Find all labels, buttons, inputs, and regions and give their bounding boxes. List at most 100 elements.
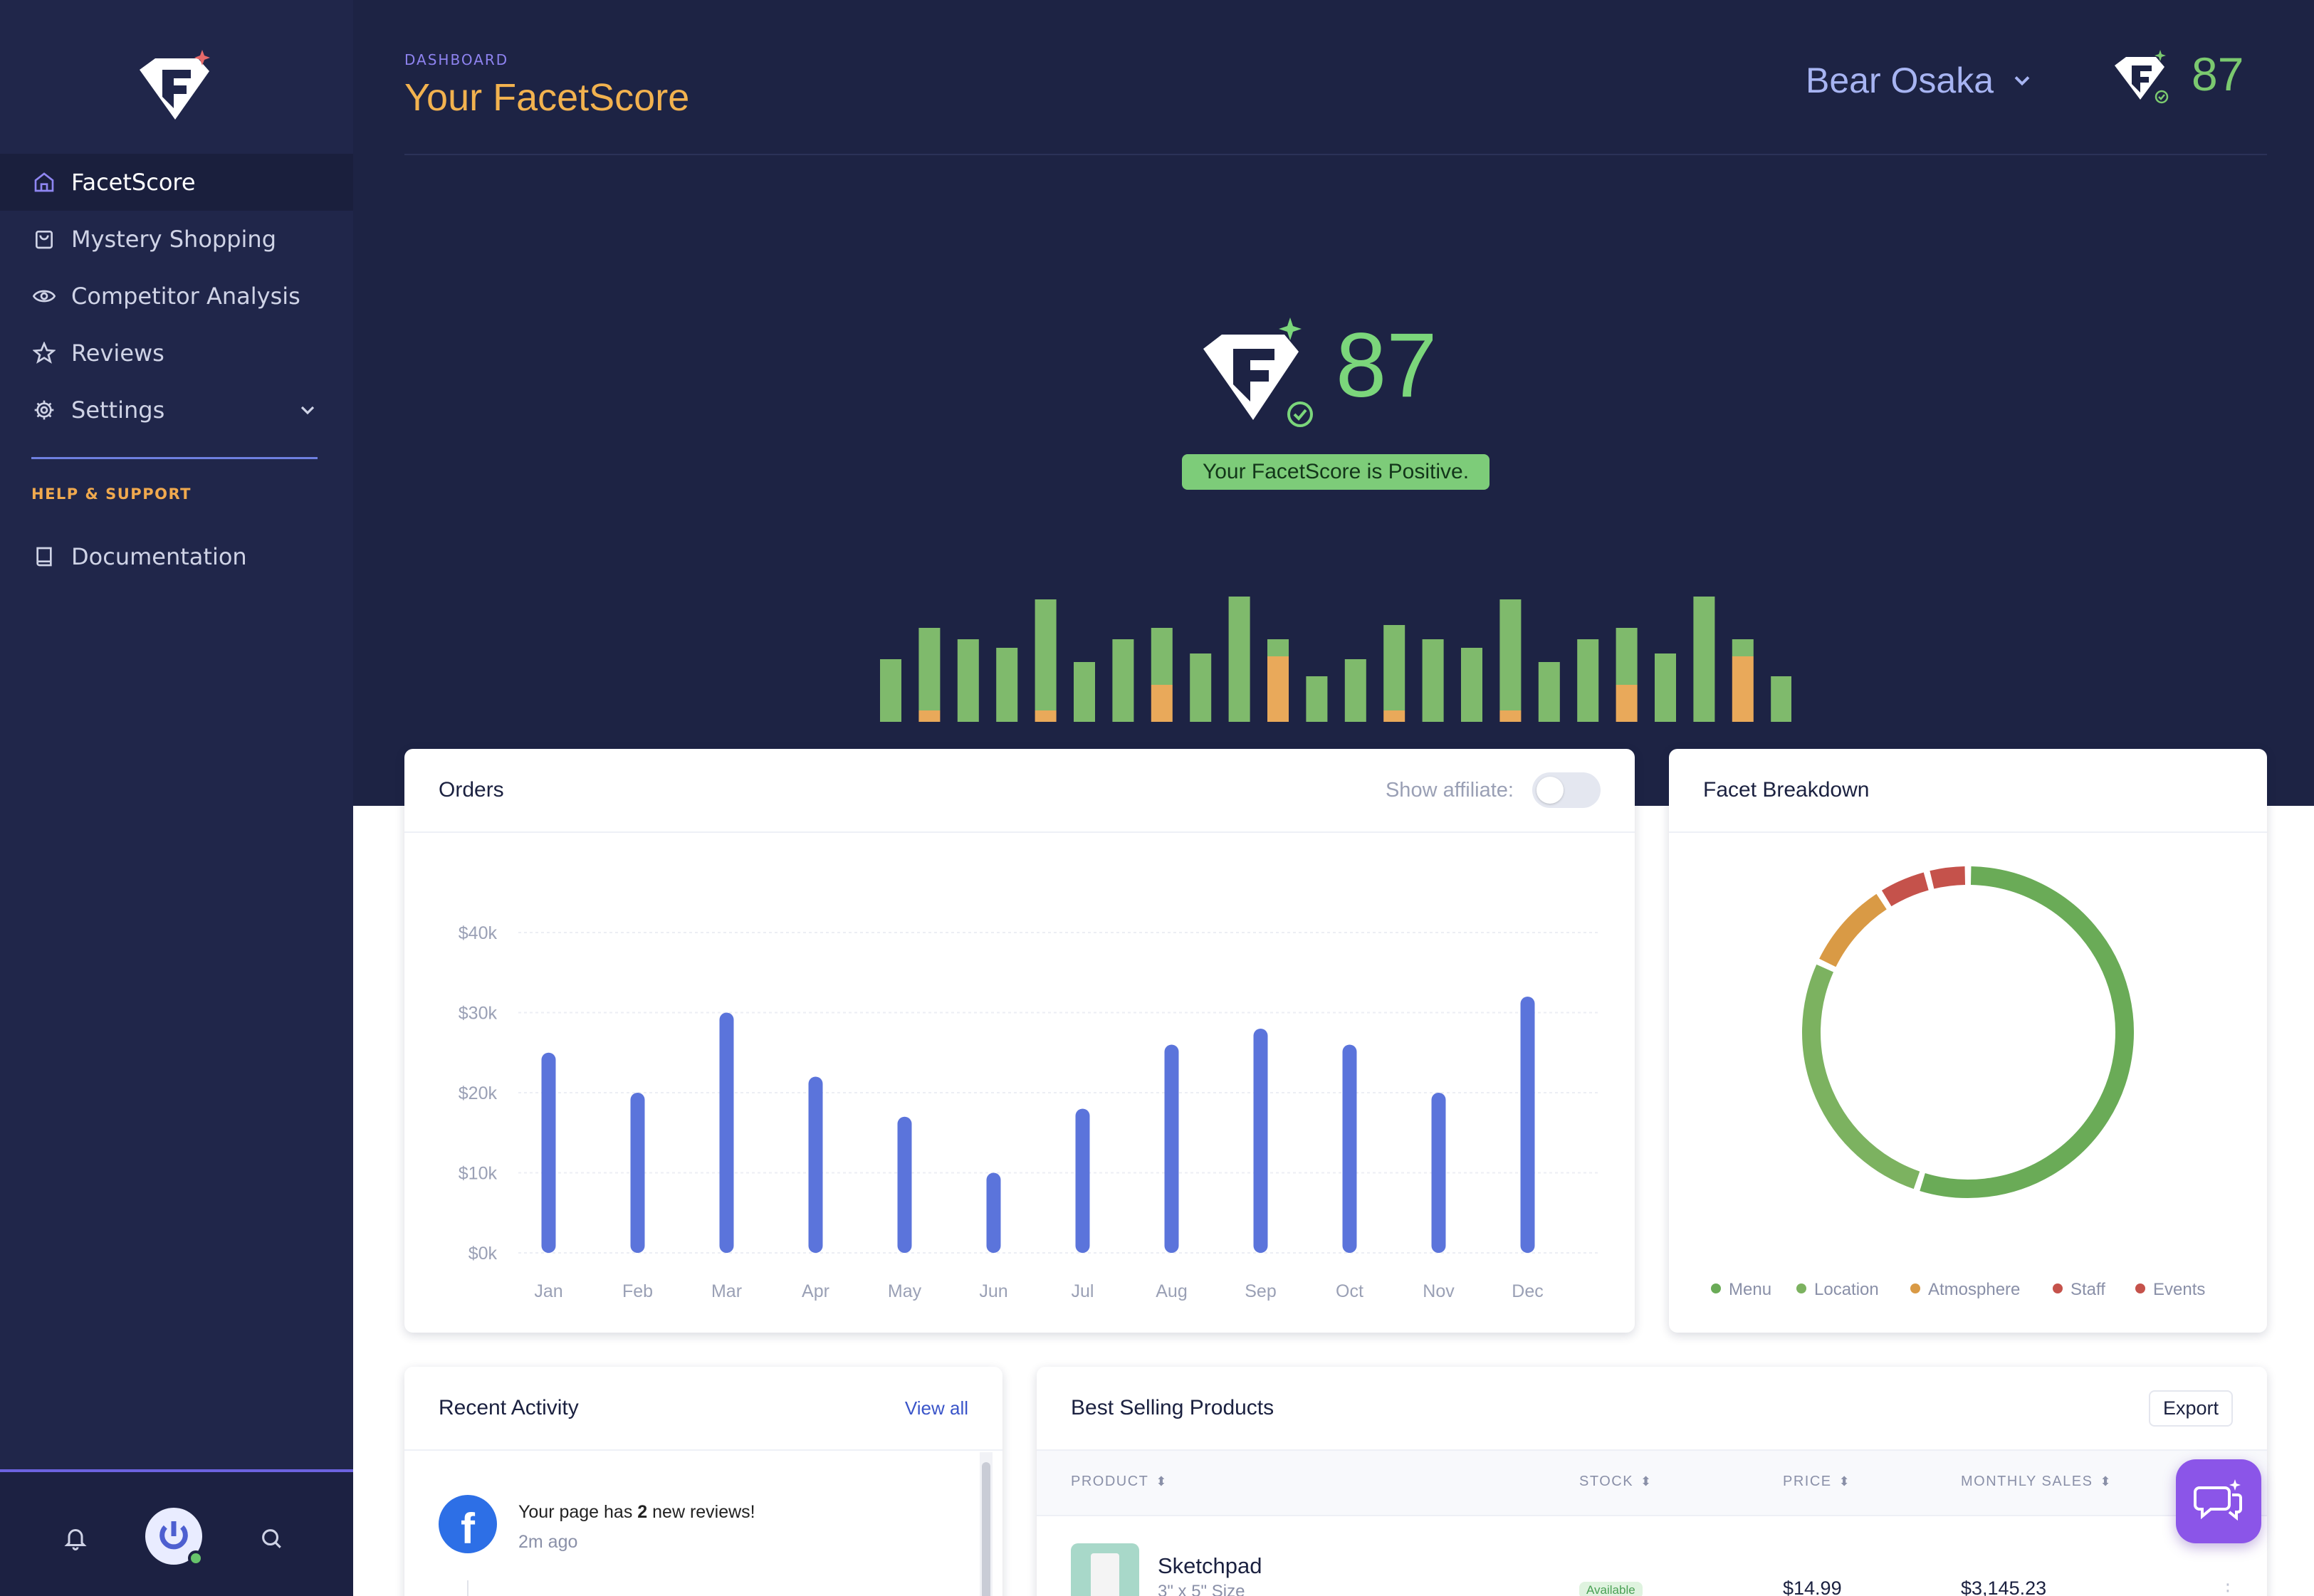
legend-label: Atmosphere [1928, 1280, 2020, 1299]
history-bar-positive [996, 648, 1018, 722]
donut-slice-events[interactable] [1930, 866, 1966, 889]
orders-bar[interactable] [1431, 1093, 1446, 1253]
sidebar-item-label: Mystery Shopping [71, 226, 276, 253]
product-name: Sketchpad [1158, 1553, 1262, 1578]
user-menu[interactable]: Bear Osaka [1806, 60, 2035, 101]
bell-icon[interactable] [63, 1525, 88, 1550]
orders-bar[interactable] [1520, 997, 1535, 1253]
column-header-price[interactable]: PRICE ⬍ [1783, 1474, 1851, 1489]
history-bar-neutral [1616, 685, 1638, 722]
product-monthly-sales: $3,145.23 [1961, 1577, 2047, 1596]
best-selling-products-card: Best Selling Products Export PRODUCT ⬍ ST… [1037, 1367, 2267, 1596]
x-tick-label: Dec [1512, 1281, 1543, 1301]
sidebar: FacetScore Mystery Shopping Competitor A… [0, 0, 353, 1596]
sidebar-item-label: FacetScore [71, 169, 196, 196]
orders-bar[interactable] [1342, 1044, 1357, 1254]
view-all-link[interactable]: View all [904, 1397, 968, 1419]
facetscore-large-icon [1203, 317, 1313, 427]
orders-bar[interactable] [897, 1116, 912, 1253]
page-title: Your FacetScore [404, 76, 690, 119]
column-header-product[interactable]: PRODUCT ⬍ [1071, 1474, 1168, 1489]
search-icon[interactable] [259, 1526, 283, 1550]
column-header-monthly-sales[interactable]: MONTHLY SALES ⬍ [1961, 1474, 2113, 1489]
export-button[interactable]: Export [2148, 1390, 2233, 1427]
history-bar-neutral [1732, 656, 1754, 722]
history-bar-positive [1577, 639, 1599, 722]
history-bar-positive [918, 628, 941, 710]
sort-icon: ⬍ [1156, 1474, 1168, 1489]
sidebar-item-reviews[interactable]: Reviews [0, 325, 353, 382]
column-header-stock[interactable]: STOCK ⬍ [1579, 1474, 1653, 1489]
history-bar-positive [1151, 628, 1173, 685]
orders-bar[interactable] [1253, 1029, 1268, 1253]
y-tick-label: $10k [459, 1164, 498, 1184]
x-tick-label: May [888, 1281, 922, 1301]
x-tick-label: Jun [979, 1281, 1007, 1301]
row-menu-icon[interactable]: ⋮ [2219, 1580, 2237, 1596]
facetscore-logo-icon[interactable] [134, 48, 216, 127]
activity-scrollbar[interactable] [980, 1452, 993, 1596]
sidebar-item-documentation[interactable]: Documentation [0, 528, 353, 585]
star-icon [31, 340, 57, 366]
x-tick-label: Apr [802, 1281, 829, 1301]
sort-icon: ⬍ [1640, 1474, 1653, 1489]
table-row[interactable]: Sketchpad 3" x 5" Size Available $14.99 … [1037, 1516, 2267, 1596]
orders-bar[interactable] [719, 1012, 734, 1254]
affiliate-label: Show affiliate: [1385, 778, 1514, 802]
donut-slice-location[interactable] [1802, 964, 1920, 1190]
history-bar-positive [1306, 676, 1328, 722]
sidebar-item-mystery-shopping[interactable]: Mystery Shopping [0, 211, 353, 268]
orders-bar[interactable] [1075, 1108, 1090, 1254]
history-bar-positive [1461, 648, 1482, 722]
eye-icon [31, 283, 57, 309]
sidebar-item-label: Competitor Analysis [71, 283, 300, 310]
history-bar-positive [1035, 599, 1057, 710]
orders-bar[interactable] [1164, 1044, 1179, 1254]
product-size: 3" x 5" Size [1158, 1582, 1245, 1596]
sort-icon: ⬍ [1838, 1474, 1851, 1489]
recent-activity-card: Recent Activity View all f Your page has… [404, 1367, 1002, 1596]
history-bar-neutral [918, 710, 941, 722]
sidebar-bottom-divider [0, 1469, 353, 1472]
history-bar-positive [1344, 659, 1366, 722]
sidebar-item-competitor-analysis[interactable]: Competitor Analysis [0, 268, 353, 325]
y-tick-label: $30k [459, 1004, 498, 1024]
x-tick-label: Sep [1245, 1281, 1276, 1301]
history-bar-positive [957, 639, 979, 722]
sidebar-item-settings[interactable]: Settings [0, 382, 353, 439]
orders-bar[interactable] [808, 1076, 823, 1254]
product-price: $14.99 [1783, 1577, 1842, 1596]
best-selling-title: Best Selling Products [1071, 1396, 1274, 1419]
orders-bar[interactable] [986, 1172, 1001, 1254]
facet-breakdown-title: Facet Breakdown [1703, 778, 1870, 802]
history-bar-positive [1190, 653, 1212, 722]
facet-breakdown-donut-chart: Menu Location Atmosphere Staff Events [1711, 866, 2205, 1299]
donut-slice-staff[interactable] [1881, 872, 1929, 907]
show-affiliate-toggle[interactable] [1532, 772, 1601, 808]
header-divider [404, 154, 2267, 155]
history-bar-positive [1732, 639, 1754, 656]
orders-bar[interactable] [630, 1093, 645, 1253]
scrollbar-thumb[interactable] [982, 1462, 990, 1596]
breadcrumb[interactable]: DASHBOARD [404, 51, 509, 68]
chevron-down-icon[interactable] [296, 399, 319, 421]
history-bar-positive [1693, 597, 1715, 722]
user-name: Bear Osaka [1806, 61, 1994, 100]
facebook-icon: f [439, 1495, 497, 1553]
history-bar-positive [1499, 599, 1522, 710]
donut-slice-atmosphere[interactable] [1819, 893, 1887, 967]
home-icon [31, 169, 57, 195]
chat-button[interactable] [2176, 1459, 2261, 1543]
legend-marker [1910, 1283, 1920, 1293]
activity-item[interactable]: f Your page has 2 new reviews! 2m ago [439, 1495, 965, 1580]
legend-label: Menu [1729, 1280, 1771, 1299]
sidebar-item-facetscore[interactable]: FacetScore [0, 154, 353, 211]
facetscore-badge-icon [2115, 50, 2169, 104]
history-bar-neutral [1035, 710, 1057, 722]
sidebar-item-label: Documentation [71, 543, 247, 570]
donut-slice-menu[interactable] [1920, 866, 2134, 1198]
history-bar-positive [880, 659, 901, 722]
book-icon [31, 544, 57, 569]
legend-label: Location [1814, 1280, 1879, 1299]
orders-bar[interactable] [541, 1052, 556, 1253]
